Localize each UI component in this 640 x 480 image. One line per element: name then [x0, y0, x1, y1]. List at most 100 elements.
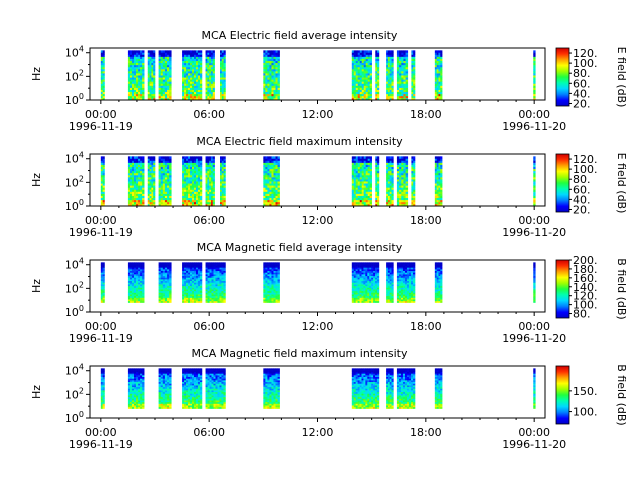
heatmap-cell — [186, 193, 189, 196]
heatmap-cell — [434, 201, 437, 205]
heatmap-cell — [195, 164, 199, 168]
heatmap-cell — [199, 73, 203, 76]
heatmap-cell — [367, 191, 370, 194]
heatmap-cell — [186, 284, 189, 287]
heatmap-cell — [265, 79, 268, 82]
heatmap-cell — [197, 269, 201, 272]
spectrogram-segment — [351, 156, 372, 207]
heatmap-cell — [221, 270, 224, 273]
heatmap-cell — [195, 285, 199, 288]
heatmap-cell — [100, 160, 103, 163]
heatmap-cell — [275, 62, 278, 66]
heatmap-cell — [363, 265, 366, 268]
heatmap-cell — [205, 269, 208, 272]
spectrogram-segment — [205, 262, 226, 303]
heatmap-cell — [147, 183, 150, 186]
heatmap-cell — [199, 289, 203, 292]
heatmap-cell — [533, 56, 536, 59]
heatmap-cell — [277, 294, 280, 297]
heatmap-cell — [401, 164, 404, 168]
heatmap-cell — [205, 166, 208, 170]
heatmap-cell — [438, 177, 441, 180]
heatmap-cell — [533, 89, 536, 93]
heatmap-cell — [207, 179, 210, 182]
heatmap-cell — [386, 181, 389, 184]
heatmap-cell — [212, 62, 215, 66]
heatmap-cell — [129, 50, 133, 53]
heatmap-cell — [273, 203, 276, 207]
heatmap-cell — [438, 85, 441, 88]
heatmap-cell — [220, 50, 223, 53]
heatmap-cell — [351, 272, 355, 275]
heatmap-cell — [158, 71, 162, 74]
heatmap-cell — [212, 52, 215, 55]
heatmap-cell — [434, 156, 437, 159]
heatmap-cell — [188, 191, 191, 194]
heatmap-cell — [533, 62, 536, 66]
heatmap-cell — [438, 201, 441, 205]
heatmap-cell — [434, 166, 437, 170]
heatmap-cell — [186, 177, 189, 180]
heatmap-cell — [134, 85, 137, 88]
heatmap-cell — [209, 160, 212, 163]
heatmap-cell — [399, 174, 402, 178]
heatmap-cell — [217, 300, 220, 303]
heatmap-cell — [167, 62, 170, 66]
heatmap-cell — [386, 164, 389, 168]
heatmap-cell — [533, 71, 536, 74]
heatmap-cell — [199, 193, 203, 196]
heatmap-cell — [353, 185, 357, 188]
heatmap-cell — [367, 270, 370, 273]
heatmap-cell — [136, 280, 139, 283]
heatmap-cell — [102, 262, 105, 265]
heatmap-cell — [405, 87, 409, 90]
heatmap-cell — [361, 179, 365, 182]
heatmap-cell — [533, 199, 536, 203]
heatmap-cell — [158, 156, 162, 159]
heatmap-cell — [269, 270, 272, 273]
heatmap-cell — [223, 269, 226, 272]
heatmap-cell — [195, 79, 199, 82]
heatmap-cell — [221, 295, 224, 298]
heatmap-cell — [164, 93, 168, 97]
heatmap-cell — [205, 60, 208, 64]
heatmap-cell — [134, 203, 137, 207]
heatmap-cell — [391, 71, 394, 74]
heatmap-cell — [102, 162, 105, 165]
heatmap-cell — [147, 56, 150, 59]
heatmap-cell — [223, 294, 226, 297]
heatmap-cell — [205, 191, 208, 194]
heatmap-cell — [351, 287, 355, 290]
heatmap-cell — [271, 189, 274, 192]
heatmap-cell — [273, 93, 276, 97]
heatmap-cell — [277, 54, 280, 57]
heatmap-cell — [365, 71, 368, 74]
heatmap-cell — [138, 158, 141, 161]
heatmap-cell — [367, 297, 370, 300]
heatmap-cell — [102, 164, 105, 168]
heatmap-cell — [197, 91, 201, 95]
heatmap-cell — [100, 68, 103, 72]
heatmap-cell — [149, 71, 152, 74]
heatmap-cell — [396, 164, 400, 168]
heatmap-cell — [151, 162, 154, 165]
heatmap-cell — [399, 60, 402, 64]
heatmap-cell — [162, 187, 166, 190]
heatmap-cell — [363, 187, 367, 190]
heatmap-cell — [217, 267, 220, 270]
heatmap-cell — [131, 284, 135, 287]
heatmap-cell — [102, 272, 105, 275]
heatmap-cell — [357, 170, 361, 174]
heatmap-cell — [357, 262, 360, 265]
heatmap-cell — [134, 279, 137, 282]
spectrogram-segment — [434, 50, 443, 101]
heatmap-cell — [142, 87, 145, 90]
heatmap-cell — [405, 170, 409, 174]
heatmap-cell — [361, 299, 364, 302]
heatmap-cell — [215, 262, 218, 265]
heatmap-cell — [140, 267, 143, 270]
heatmap-cell — [377, 95, 380, 99]
heatmap-cell — [215, 300, 218, 303]
heatmap-cell — [411, 193, 414, 196]
heatmap-cell — [275, 164, 278, 168]
